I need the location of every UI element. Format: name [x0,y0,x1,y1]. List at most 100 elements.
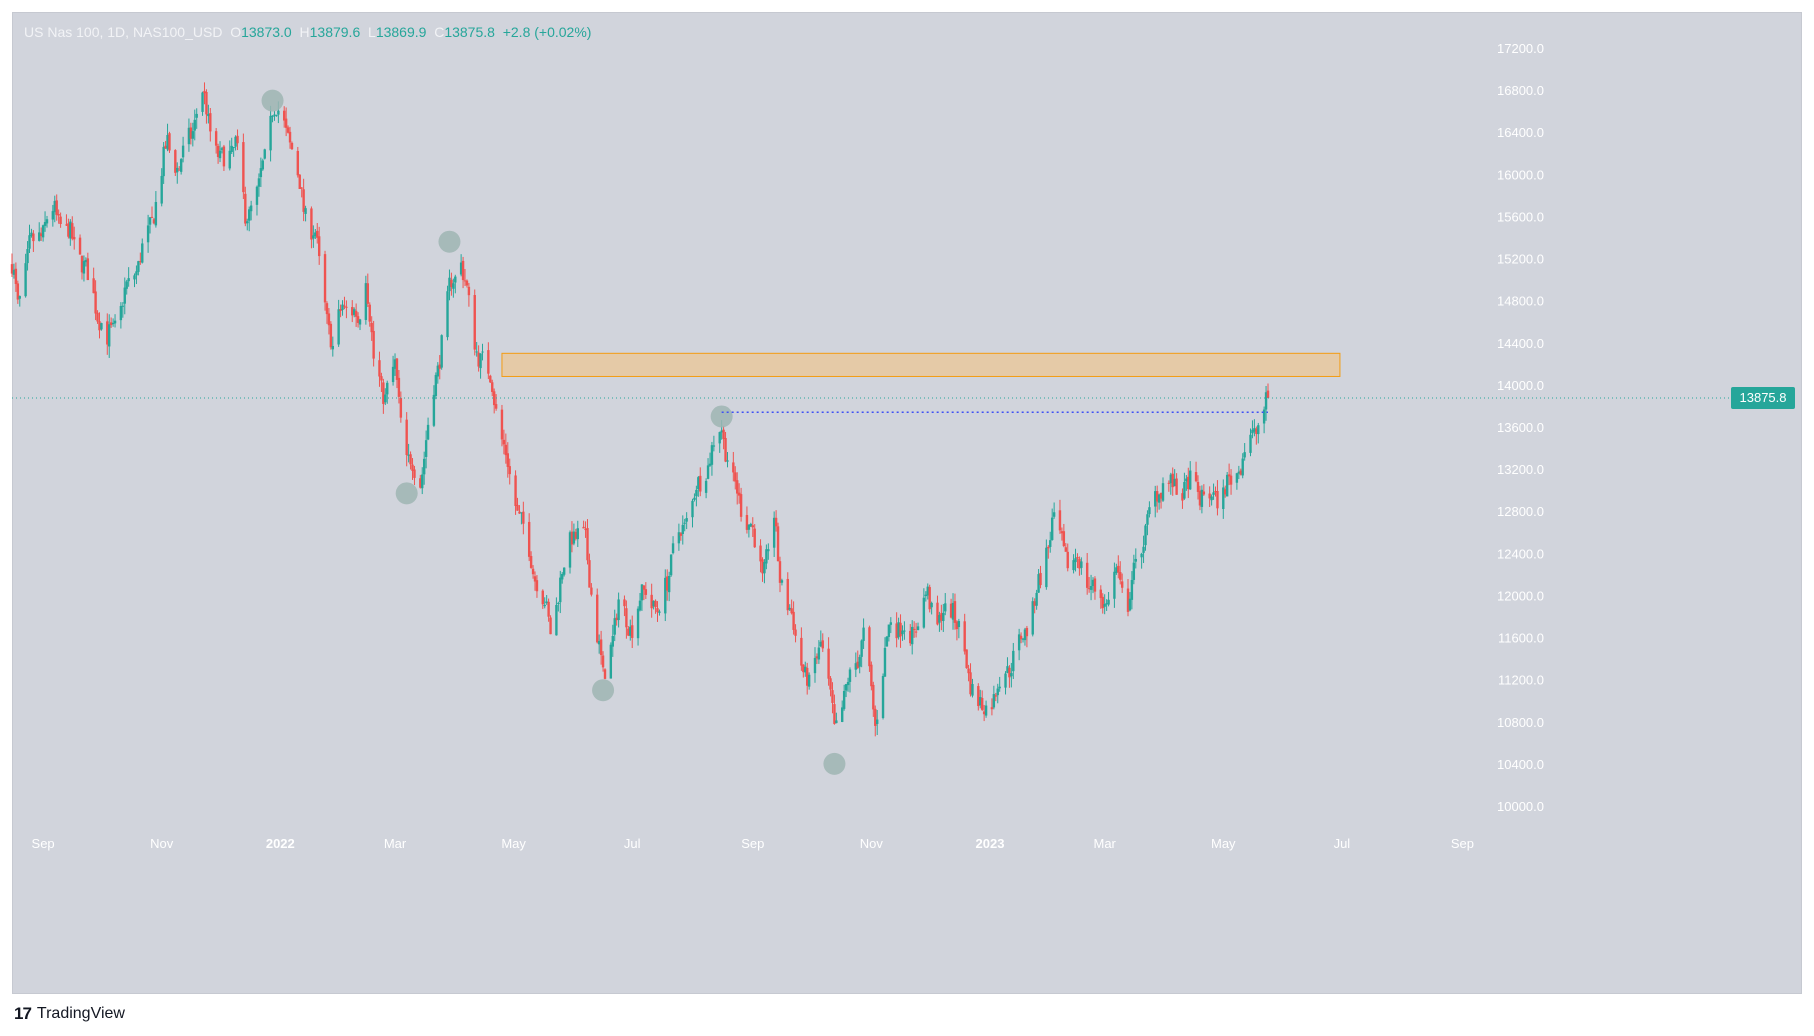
candle-body [623,599,626,607]
candle-body [111,323,115,325]
candle-body [611,635,614,647]
candle-body [599,639,603,656]
candle-body [288,131,292,143]
y-axis-tick-label: 12000.0 [1497,588,1544,603]
candle-body [236,135,239,144]
candle-body [944,603,947,612]
candle-body [940,613,943,621]
candle-body [664,577,667,614]
candle-body [80,255,84,273]
candle-body [1181,493,1184,501]
candle-body [681,524,684,534]
y-axis-tick-label: 16800.0 [1497,83,1544,98]
x-axis-tick-label: Nov [150,836,174,851]
swing-point-marker[interactable] [710,405,733,428]
candle-body [1243,452,1246,458]
candle-body [712,445,716,447]
swing-point-marker[interactable] [592,679,615,702]
candle-body [492,391,496,406]
candle-body [1224,489,1227,495]
candle-body [119,306,123,321]
candle-body [1128,598,1132,611]
candle-body [506,453,509,467]
y-axis-tick-label: 12800.0 [1497,504,1544,519]
candle-body [508,466,511,475]
candle-body [84,260,88,263]
candle-body [1157,494,1161,503]
candle-body [574,532,578,539]
candle-body [94,291,97,314]
open-label: O [230,24,242,40]
candle-body [683,522,686,524]
candle-body [870,664,873,687]
candle-body [617,599,620,621]
candle-body [1074,558,1077,563]
candle-body [1227,474,1231,477]
candle-body [1045,547,1048,588]
swing-point-marker[interactable] [438,230,461,253]
candle-body [1021,638,1025,640]
candle-body [570,531,574,545]
candle-body [1099,589,1102,599]
candle-body [821,640,824,649]
candle-body [174,150,177,173]
candle-body [30,232,33,236]
candle-body [788,607,791,610]
candle-body [397,377,401,397]
candle-body [1148,507,1151,515]
candle-body [747,524,751,530]
candle-body [767,549,770,552]
candlestick-chart[interactable]: 17200.0 16800.0 16400.0 16000.0 15600.0 15200… [0,0,1814,1000]
swing-point-marker[interactable] [395,482,418,505]
candle-body [679,533,683,536]
candle-body [255,186,259,205]
candle-body [1198,490,1202,506]
candle-body [218,150,222,159]
candle-body [887,624,891,637]
tradingview-brand[interactable]: 17 TradingView [14,1004,125,1024]
candle-body [477,352,480,367]
candle-body [1093,578,1097,592]
chart-area[interactable] [12,12,1802,994]
candle-body [195,113,198,118]
candle-body [881,676,885,718]
candle-body [364,283,368,320]
candle-body [1091,579,1095,587]
candle-body [780,580,784,583]
candle-body [242,142,245,193]
resistance-zone[interactable] [501,352,1341,377]
candle-body [778,561,782,583]
candle-body [228,150,231,169]
candle-body [531,568,535,575]
candle-body [753,528,756,548]
swing-point-marker[interactable] [261,89,284,112]
candle-body [541,590,544,605]
candle-body [588,560,591,588]
candle-body [928,587,931,610]
candle-body [1249,434,1252,453]
candle-body [69,221,72,239]
candle-body [51,211,55,220]
candle-body [354,310,358,317]
candle-body [310,208,313,240]
y-axis-tick-label: 14000.0 [1497,378,1544,393]
candle-body [382,382,385,404]
candle-body [100,323,103,330]
y-axis-tick-label: 10000.0 [1497,799,1544,814]
candle-body [491,382,494,392]
candle-body [949,603,953,618]
candle-body [909,630,912,644]
candle-body [910,626,914,645]
candle-body [1035,592,1038,606]
candle-body [137,261,140,272]
swing-point-marker[interactable] [823,752,846,775]
candle-body [341,304,344,310]
y-axis-tick-label: 11600.0 [1498,631,1544,646]
candle-body [971,684,974,696]
candle-body [1208,493,1211,499]
candle-body [568,532,572,568]
candle-body [807,674,811,687]
candle-body [596,594,599,643]
high-label: H [299,24,310,40]
candle-body [201,92,204,112]
